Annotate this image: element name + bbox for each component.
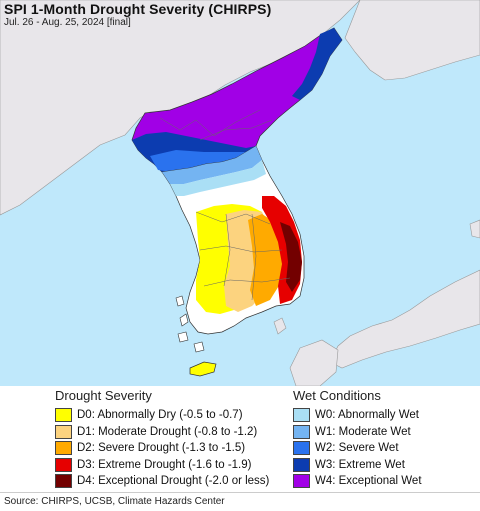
swatch-d1 bbox=[55, 424, 72, 439]
legend-label-d4: D4: Exceptional Drought (-2.0 or less) bbox=[77, 475, 270, 488]
legend-label-d1: D1: Moderate Drought (-0.8 to -1.2) bbox=[77, 425, 258, 438]
legend-item-d4: D4: Exceptional Drought (-2.0 or less) bbox=[55, 473, 269, 490]
japan-kyushu bbox=[289, 339, 339, 386]
swatch-w3 bbox=[293, 457, 310, 472]
legend-item-d3: D3: Extreme Drought (-1.6 to -1.9) bbox=[55, 457, 269, 474]
dmz-w1 bbox=[162, 146, 262, 184]
swatch-d2 bbox=[55, 441, 72, 456]
swatch-d3 bbox=[55, 457, 72, 472]
legend-label-w3: W3: Extreme Wet bbox=[315, 458, 405, 471]
central-w2 bbox=[150, 150, 250, 172]
drought-legend: Drought Severity D0: Abnormally Dry (-0.… bbox=[55, 388, 269, 490]
swatch-d4 bbox=[55, 474, 72, 489]
swatch-w4 bbox=[293, 474, 310, 489]
ne-coast-w3 bbox=[292, 28, 342, 100]
legend-item-w2: W2: Severe Wet bbox=[293, 440, 422, 457]
legend-item-d0: D0: Abnormally Dry (-0.5 to -0.7) bbox=[55, 407, 269, 424]
legend-label-w2: W2: Severe Wet bbox=[315, 442, 399, 455]
legend-item-w0: W0: Abnormally Wet bbox=[293, 407, 422, 424]
swatch-w0 bbox=[293, 408, 310, 423]
legend-label-d2: D2: Severe Drought (-1.3 to -1.5) bbox=[77, 442, 246, 455]
russia-land bbox=[344, 0, 480, 81]
sw-islands bbox=[175, 295, 205, 353]
wet-legend-heading: Wet Conditions bbox=[293, 388, 381, 403]
japan-islands bbox=[273, 219, 480, 335]
dmz-w0 bbox=[170, 160, 266, 196]
wet-legend: Wet Conditions W0: Abnormally Wet W1: Mo… bbox=[293, 388, 422, 490]
legend-label-w0: W0: Abnormally Wet bbox=[315, 409, 419, 422]
swatch-w2 bbox=[293, 441, 310, 456]
legend-item-d1: D1: Moderate Drought (-0.8 to -1.2) bbox=[55, 424, 269, 441]
legend-label-d3: D3: Extreme Drought (-1.6 to -1.9) bbox=[77, 458, 252, 471]
legend-item-w3: W3: Extreme Wet bbox=[293, 457, 422, 474]
drought-legend-heading: Drought Severity bbox=[55, 388, 152, 403]
sk-d2 bbox=[248, 214, 284, 306]
legend-label-w1: W1: Moderate Wet bbox=[315, 425, 411, 438]
swatch-w1 bbox=[293, 424, 310, 439]
map-subtitle: Jul. 26 - Aug. 25, 2024 [final] bbox=[4, 17, 131, 28]
admin-boundaries bbox=[159, 109, 291, 301]
sk-d4 bbox=[280, 222, 302, 292]
drought-map bbox=[0, 0, 480, 386]
legend-label-w4: W4: Exceptional Wet bbox=[315, 475, 422, 488]
legend-label-d0: D0: Abnormally Dry (-0.5 to -0.7) bbox=[77, 409, 243, 422]
legend-item-d2: D2: Severe Drought (-1.3 to -1.5) bbox=[55, 440, 269, 457]
legend-item-w4: W4: Exceptional Wet bbox=[293, 473, 422, 490]
map-title: SPI 1-Month Drought Severity (CHIRPS) bbox=[4, 1, 272, 17]
jeju-island bbox=[189, 361, 217, 377]
swatch-d0 bbox=[55, 408, 72, 423]
source-text: Source: CHIRPS, UCSB, Climate Hazards Ce… bbox=[4, 496, 225, 507]
legend: Drought Severity D0: Abnormally Dry (-0.… bbox=[0, 386, 480, 492]
legend-item-w1: W1: Moderate Wet bbox=[293, 424, 422, 441]
footer: Source: CHIRPS, UCSB, Climate Hazards Ce… bbox=[0, 492, 480, 511]
